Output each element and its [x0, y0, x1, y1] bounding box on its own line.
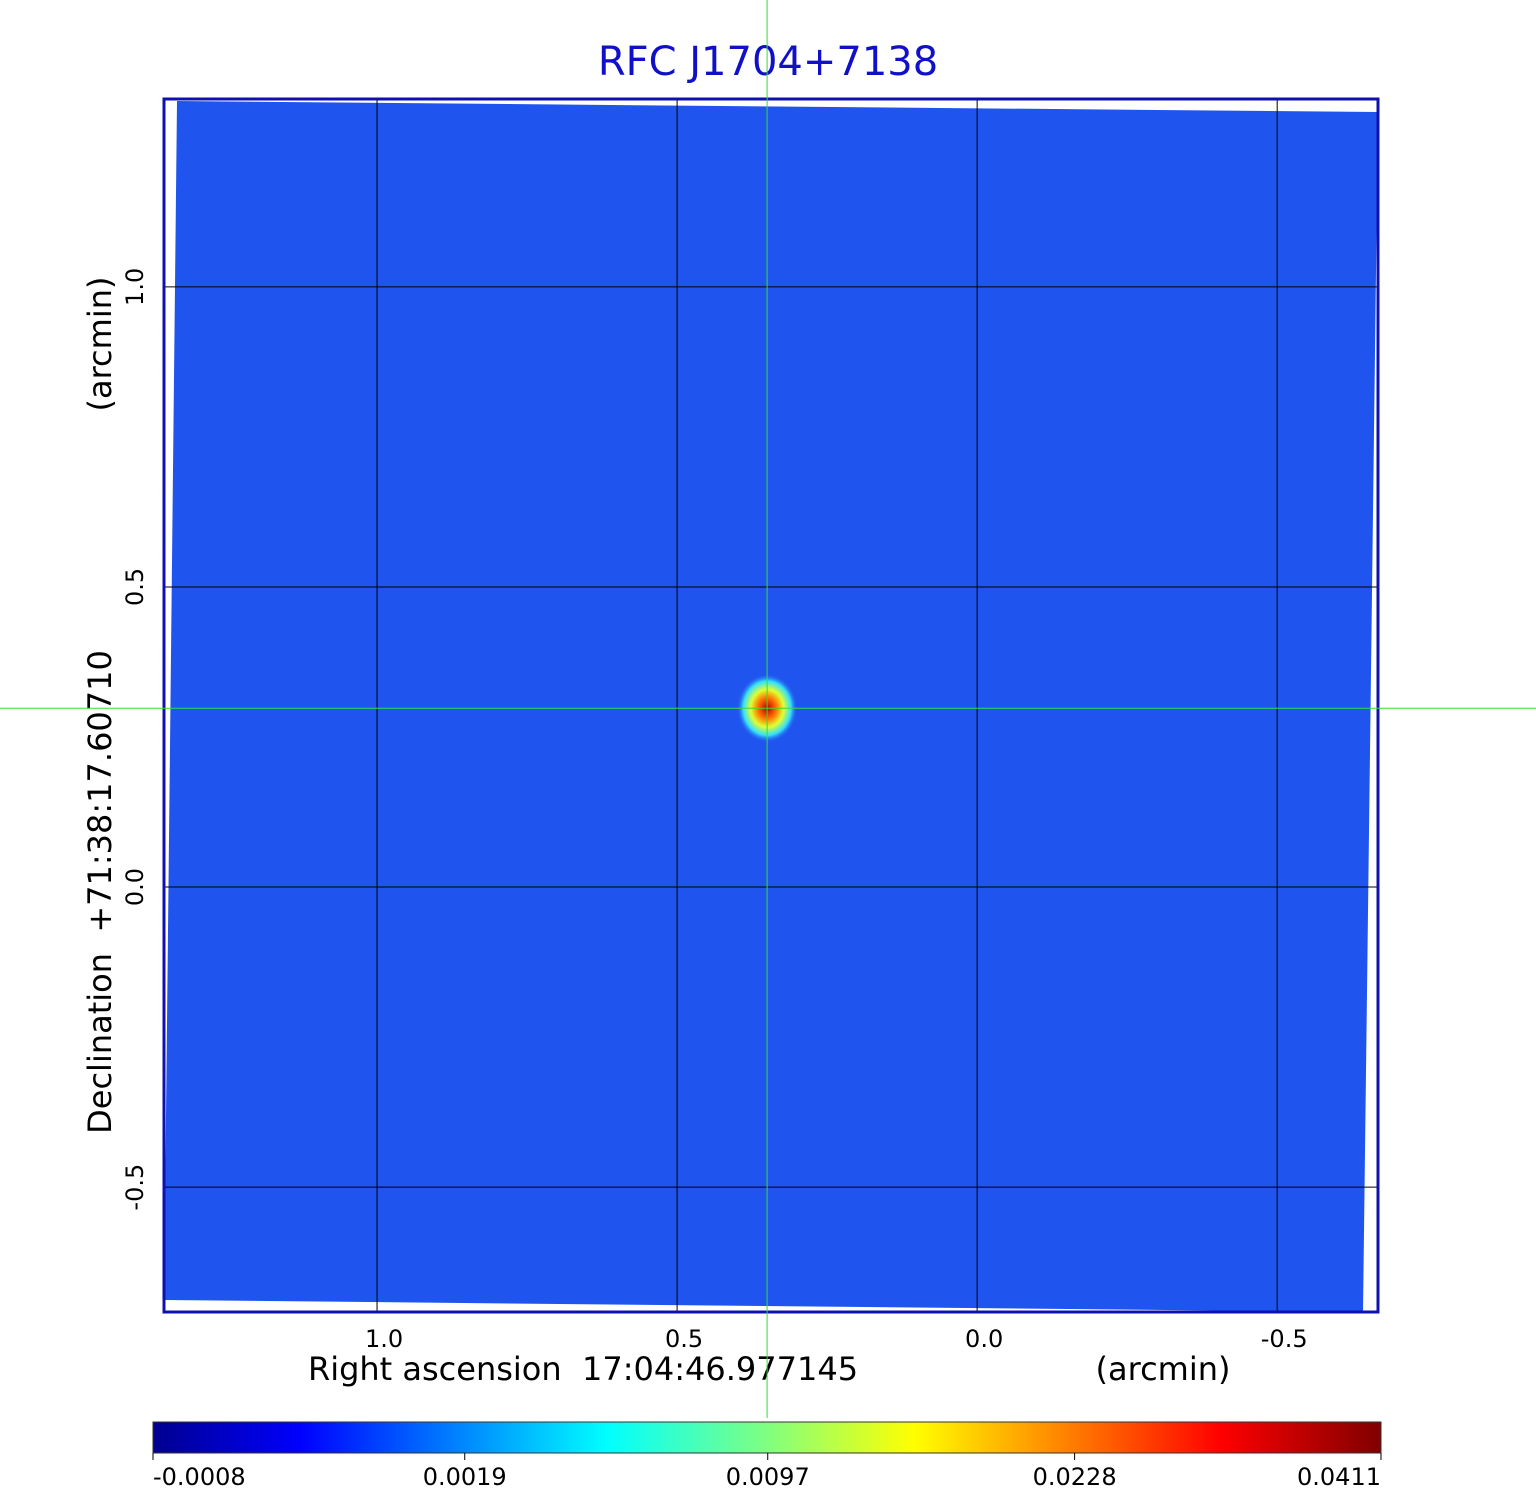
- x-tick-label: -0.5: [1261, 1325, 1308, 1353]
- y-axis-label: Declination +71:38:17.60710: [81, 650, 119, 1134]
- x-axis-label: Right ascension 17:04:46.977145: [308, 1350, 858, 1388]
- y-tick-label: 0.0: [121, 868, 149, 906]
- x-tick-label: 1.0: [365, 1325, 403, 1353]
- y-tick-label: -0.5: [121, 1164, 149, 1211]
- x-axis-unit: (arcmin): [1096, 1350, 1231, 1388]
- colorbar-tick-label: 0.0228: [1033, 1463, 1117, 1491]
- chart-title: RFC J1704+7138: [598, 39, 938, 85]
- colorbar-tick-label: 0.0097: [726, 1463, 810, 1491]
- colorbar-tick-label: 0.0411: [1297, 1463, 1381, 1491]
- colorbar-tick-label: -0.0008: [153, 1463, 246, 1491]
- plot-frame: [162, 97, 1380, 1314]
- y-axis-unit: (arcmin): [81, 277, 119, 412]
- y-tick-label: 0.5: [121, 568, 149, 606]
- colorbar: [152, 1421, 1382, 1454]
- x-tick-label: 0.5: [665, 1325, 703, 1353]
- colorbar-tick-label: 0.0019: [423, 1463, 507, 1491]
- y-tick-label: 1.0: [121, 268, 149, 306]
- x-tick-label: 0.0: [965, 1325, 1003, 1353]
